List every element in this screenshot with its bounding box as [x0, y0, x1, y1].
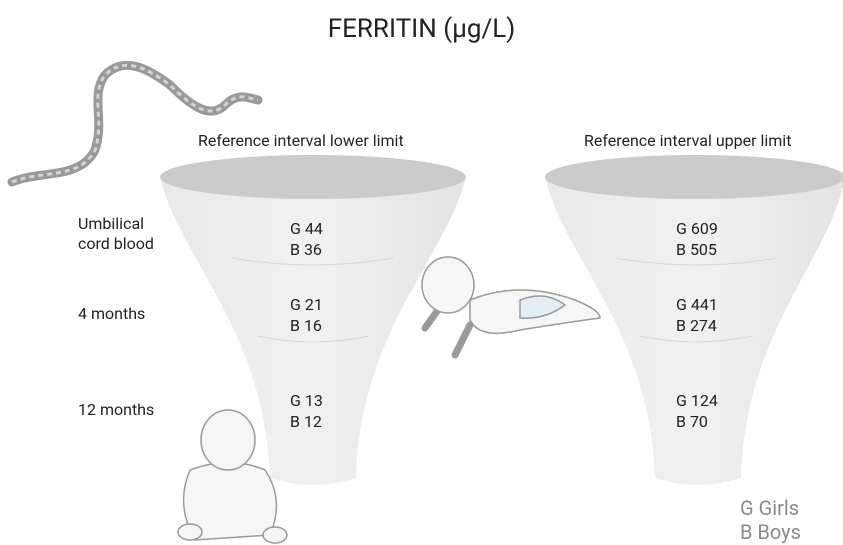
baby-crawling — [421, 256, 601, 359]
funnel-header: Reference interval upper limit — [584, 131, 792, 150]
value: G 124 — [676, 391, 718, 410]
band-line — [256, 335, 370, 343]
row-label: 4 months — [78, 304, 146, 323]
band-line — [614, 257, 778, 266]
value: G 441 — [676, 295, 718, 314]
baby-sitting — [177, 409, 288, 544]
legend-entry: G Girls — [740, 496, 800, 520]
funnel-top — [545, 155, 843, 199]
value: G 44 — [290, 219, 323, 238]
value: B 70 — [676, 412, 708, 431]
value: B 36 — [290, 240, 322, 259]
value: G 21 — [290, 295, 323, 314]
funnel-top — [160, 155, 466, 199]
funnel-header: Reference interval lower limit — [198, 131, 404, 150]
value: B 16 — [290, 316, 322, 335]
value: G 609 — [676, 219, 718, 238]
row-label: Umbilical cord blood — [78, 214, 154, 253]
cord-twist — [11, 64, 259, 184]
value: B 274 — [676, 316, 717, 335]
funnel — [160, 177, 466, 485]
row-label: 12 months — [78, 400, 155, 419]
value: B 505 — [676, 240, 717, 259]
legend-entry: B Boys — [740, 520, 801, 544]
value: G 13 — [290, 391, 323, 410]
title: FERRITIN (µg/L) — [327, 14, 516, 44]
funnel — [545, 177, 843, 485]
band-line — [639, 335, 753, 343]
value: B 12 — [290, 412, 322, 431]
band-line — [231, 257, 395, 266]
